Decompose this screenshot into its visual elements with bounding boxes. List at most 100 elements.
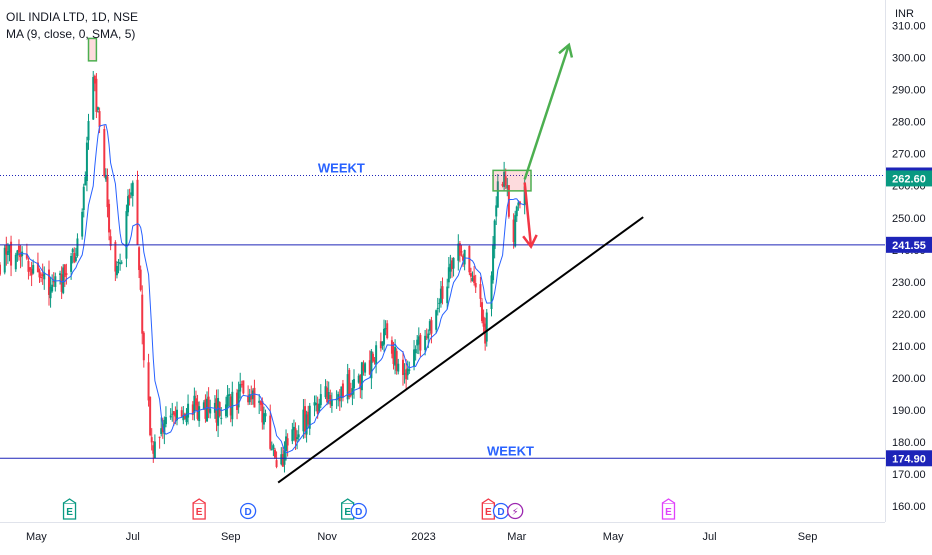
candle-body: [330, 400, 333, 406]
earnings-event-icon[interactable]: E: [661, 498, 676, 520]
down-arrow-head: [522, 234, 538, 249]
y-tick-label: 270.00: [892, 149, 926, 161]
candle-body: [65, 273, 68, 276]
candle-body: [92, 76, 95, 120]
candle-body: [512, 219, 515, 243]
currency-label: INR: [895, 8, 914, 20]
candle-body: [125, 211, 128, 259]
candle-body: [446, 286, 449, 304]
candle-body: [428, 321, 431, 331]
x-tick-label: May: [26, 531, 47, 543]
candle-body: [375, 345, 378, 365]
y-tick-label: 180.00: [892, 437, 926, 449]
candle-body: [82, 186, 85, 210]
candle-body: [87, 121, 90, 141]
candle-body: [424, 335, 427, 350]
candle-body: [74, 256, 77, 262]
candle-body: [250, 395, 253, 400]
candle-body: [485, 312, 488, 342]
candle-body: [138, 247, 141, 270]
candle-body: [95, 78, 98, 112]
split-event-icon[interactable]: ⚡: [507, 502, 524, 520]
candle-body: [353, 379, 355, 389]
candle-body: [452, 257, 455, 269]
candle-body: [473, 275, 476, 283]
candle-body: [17, 245, 20, 253]
candle-body: [51, 284, 54, 292]
candle-body: [220, 417, 223, 419]
x-tick-label: May: [603, 531, 624, 543]
candle-body: [191, 404, 194, 416]
candle-body: [38, 270, 41, 278]
candle-body: [496, 181, 499, 208]
candle-body: [384, 328, 387, 330]
candle-body: [239, 383, 242, 392]
candle-body: [291, 429, 294, 442]
candle-body: [194, 398, 197, 406]
dividend-event-icon[interactable]: D: [350, 502, 367, 520]
earnings-event-icon[interactable]: E: [192, 498, 206, 520]
trendline: [277, 216, 644, 484]
moving-average-line: [18, 124, 525, 454]
candle-body: [158, 436, 161, 438]
candle-body: [394, 346, 397, 366]
candle-body: [171, 413, 174, 415]
candle-body: [41, 274, 44, 277]
level-price-badge: [886, 236, 932, 253]
candle-body: [294, 428, 297, 442]
earnings-event-icon[interactable]: E: [481, 498, 495, 520]
candle-body: [183, 413, 186, 419]
candle-body: [414, 349, 417, 354]
candle-body: [108, 203, 111, 233]
candle-body: [468, 245, 471, 273]
candle-body: [493, 220, 496, 249]
candle-body: [81, 211, 84, 237]
candle-body: [405, 369, 408, 380]
candle-body: [373, 360, 376, 362]
candle-body: [481, 302, 484, 321]
candle-body: [62, 267, 65, 294]
candle-body: [25, 253, 28, 259]
candle-body: [370, 351, 373, 379]
candle-body: [460, 251, 463, 253]
candle-body: [462, 255, 465, 261]
candle-body: [29, 267, 32, 270]
candle-body: [98, 111, 101, 128]
candle-body: [247, 395, 250, 403]
dividend-event-icon[interactable]: D: [239, 502, 257, 520]
candle-body: [397, 363, 400, 372]
candle-body: [436, 307, 439, 309]
dividend-event-icon[interactable]: D: [492, 502, 510, 520]
y-tick-label: 310.00: [892, 21, 926, 33]
candle-body: [147, 362, 150, 401]
candle-body: [85, 142, 88, 181]
candle-body: [379, 341, 382, 349]
candle-body: [202, 402, 205, 410]
indicator-legend[interactable]: MA (9, close, 0, SMA, 5): [6, 27, 136, 41]
earnings-event-icon[interactable]: E: [62, 498, 77, 520]
symbol-title[interactable]: OIL INDIA LTD, 1D, NSE: [6, 10, 139, 24]
candle-body: [406, 368, 409, 376]
candle-body: [281, 454, 284, 467]
candle-body: [390, 340, 393, 354]
event-label: D: [497, 507, 504, 518]
candle-body: [127, 196, 130, 213]
candle-body: [172, 411, 175, 415]
y-tick-label: 300.00: [892, 53, 926, 65]
event-label: E: [344, 507, 351, 518]
candle-body: [501, 183, 504, 186]
event-badge-tip: [341, 498, 355, 504]
candle-body: [425, 336, 428, 338]
candle-body: [419, 334, 422, 351]
candle-body: [117, 262, 120, 264]
candle-body: [106, 176, 109, 208]
earnings-event-icon[interactable]: E: [341, 498, 355, 520]
candle-body: [341, 383, 344, 398]
candle-body: [386, 323, 389, 338]
candle-body: [482, 316, 485, 327]
candle-body: [324, 386, 327, 398]
event-label: E: [485, 507, 492, 518]
candle-body: [371, 353, 374, 362]
candle-body: [93, 75, 96, 84]
